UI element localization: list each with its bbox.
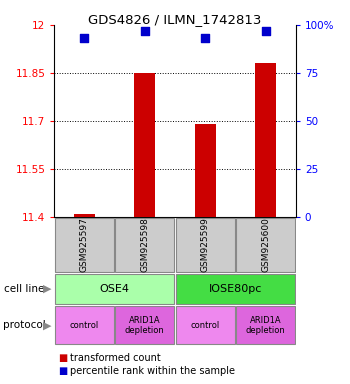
Bar (236, 306, 295, 344)
Point (82, 35, 87, 41)
Bar (134, 73, 155, 217)
Text: protocol: protocol (4, 320, 46, 331)
Bar (176, 306, 235, 344)
Text: ■: ■ (58, 366, 67, 376)
Bar (55, 306, 114, 344)
Bar (115, 217, 174, 272)
Bar (55, 217, 114, 272)
Text: ▶: ▶ (43, 284, 51, 294)
Text: percentile rank within the sample: percentile rank within the sample (70, 366, 235, 376)
Point (142, 28, 148, 34)
Bar (176, 274, 295, 304)
Text: GSM925600: GSM925600 (261, 217, 270, 272)
Text: GSM925598: GSM925598 (140, 217, 149, 272)
Bar (74, 214, 95, 217)
Text: cell line: cell line (4, 284, 44, 294)
Bar (176, 217, 235, 272)
Text: control: control (70, 321, 99, 330)
Text: control: control (190, 321, 220, 330)
Bar (55, 274, 174, 304)
Text: IOSE80pc: IOSE80pc (209, 284, 262, 294)
Bar (115, 306, 174, 344)
Bar (255, 63, 276, 217)
Text: GSM925597: GSM925597 (80, 217, 89, 272)
Point (263, 28, 268, 34)
Text: transformed count: transformed count (70, 353, 161, 363)
Bar (195, 124, 216, 217)
Text: ARID1A
depletion: ARID1A depletion (125, 316, 165, 335)
Text: GSM925599: GSM925599 (201, 217, 210, 272)
Text: ▶: ▶ (43, 320, 51, 331)
Text: ARID1A
depletion: ARID1A depletion (246, 316, 286, 335)
Text: ■: ■ (58, 353, 67, 363)
Text: OSE4: OSE4 (100, 284, 130, 294)
Text: GDS4826 / ILMN_1742813: GDS4826 / ILMN_1742813 (88, 13, 262, 26)
Bar (236, 217, 295, 272)
Point (202, 35, 208, 41)
